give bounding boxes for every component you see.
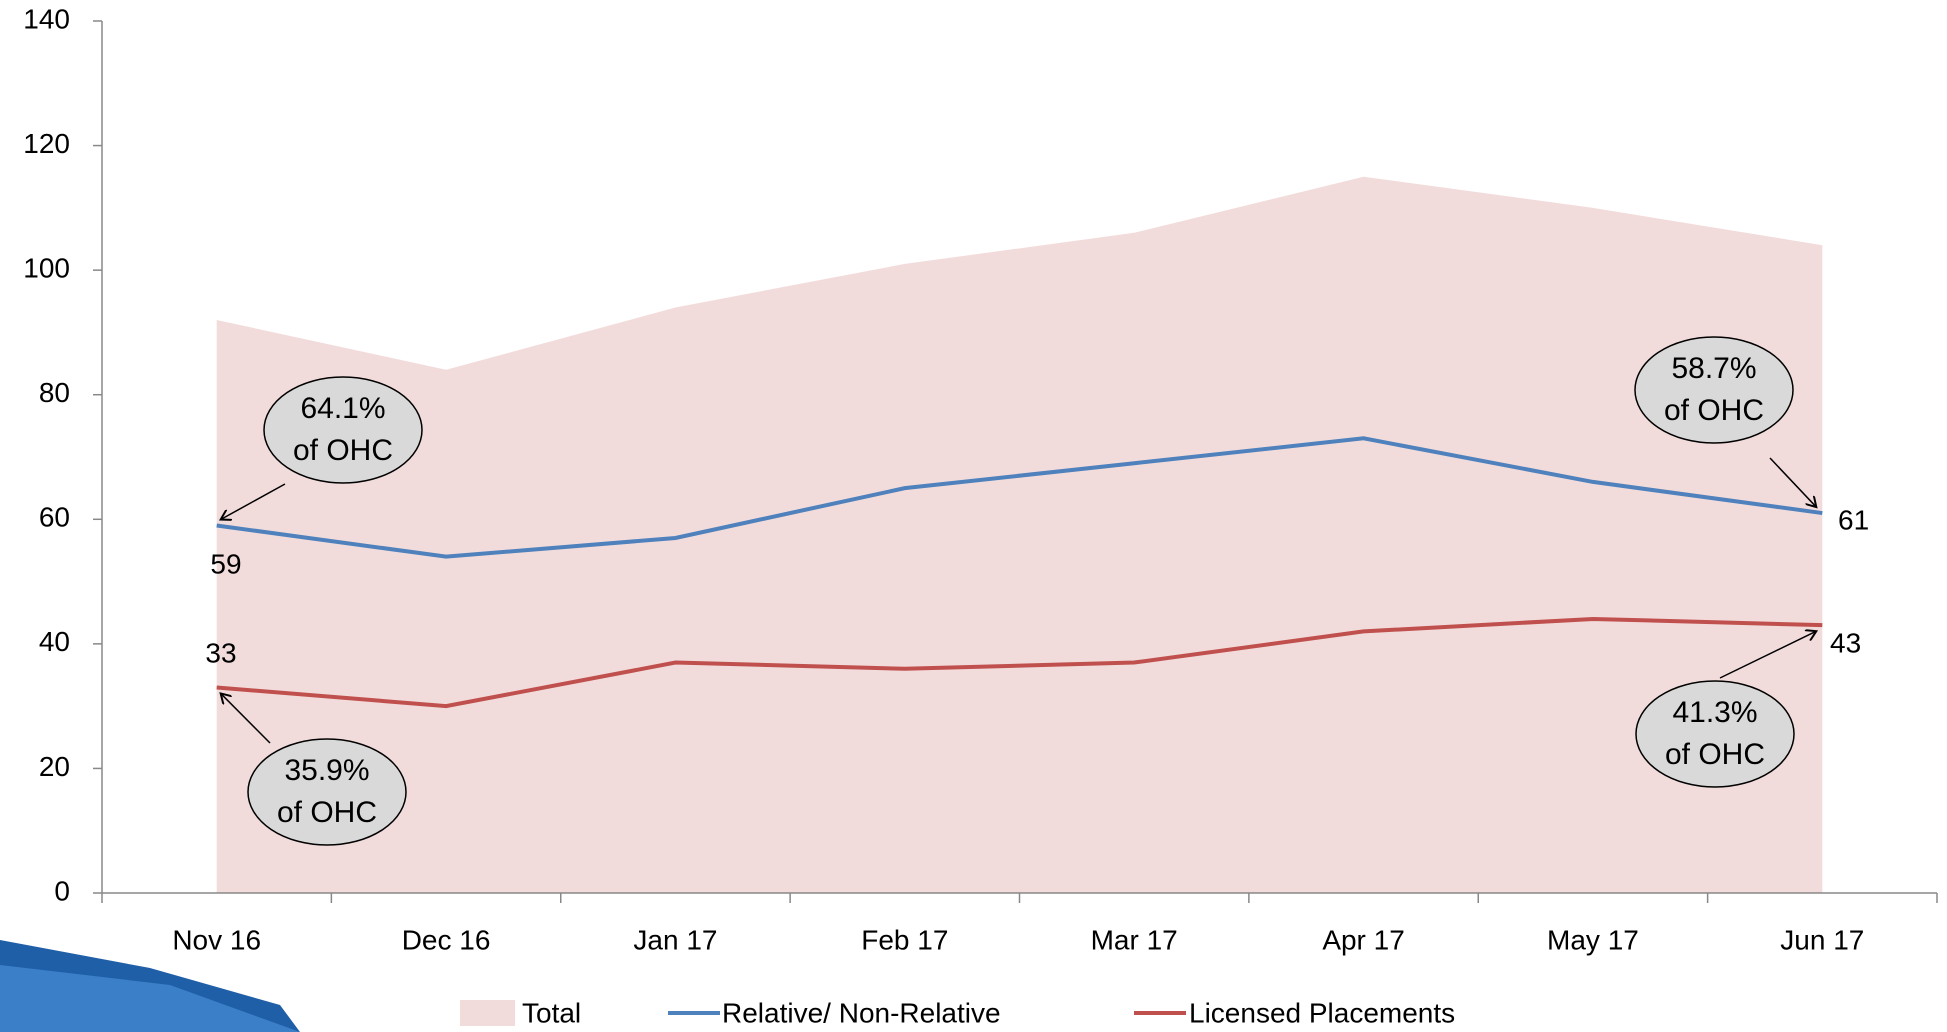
data-label: 43 [1830,627,1861,658]
callout-bubble [263,376,423,484]
callout-arrow [1719,631,1816,679]
callout-text: 41.3% [1672,696,1757,729]
data-label: 61 [1838,504,1869,535]
decoration [0,965,300,1032]
callout-bubble [1635,680,1795,788]
y-tick-label: 80 [39,377,70,408]
callout-bubble [247,738,407,846]
x-tick-label: Jun 17 [1780,924,1864,955]
callout-text: of OHC [277,796,377,829]
y-tick-label: 0 [54,875,70,906]
y-tick-label: 20 [39,751,70,782]
legend-label: Licensed Placements [1189,997,1455,1028]
callout-text: of OHC [1665,738,1765,771]
y-tick-label: 40 [39,626,70,657]
x-tick-label: Dec 16 [402,924,491,955]
callout-arrow [221,483,286,520]
data-label: 59 [210,548,241,579]
x-tick-label: May 17 [1547,924,1639,955]
x-tick-label: Jan 17 [633,924,717,955]
area [216,176,1823,893]
data-label: 33 [205,637,236,668]
callout-text: 35.9% [284,754,369,787]
legend-swatch [460,1000,515,1026]
x-tick-label: Mar 17 [1091,924,1178,955]
legend-label: Total [522,997,581,1028]
callout-bubble [1634,336,1794,444]
callout-text: 64.1% [300,392,385,425]
y-tick-label: 140 [23,3,70,34]
callout-text: of OHC [1664,394,1764,427]
callout-text: 58.7% [1671,352,1756,385]
callout-arrow [221,693,271,744]
x-tick-label: Apr 17 [1322,924,1405,955]
y-tick-label: 120 [23,128,70,159]
y-tick-label: 100 [23,253,70,284]
line [216,436,1823,559]
x-tick-label: Nov 16 [172,924,261,955]
legend-label: Relative/ Non-Relative [722,997,1001,1028]
callout-arrow [1769,457,1816,507]
callout-text: of OHC [293,434,393,467]
line [216,616,1823,709]
x-tick-label: Feb 17 [861,924,948,955]
y-tick-label: 60 [39,502,70,533]
